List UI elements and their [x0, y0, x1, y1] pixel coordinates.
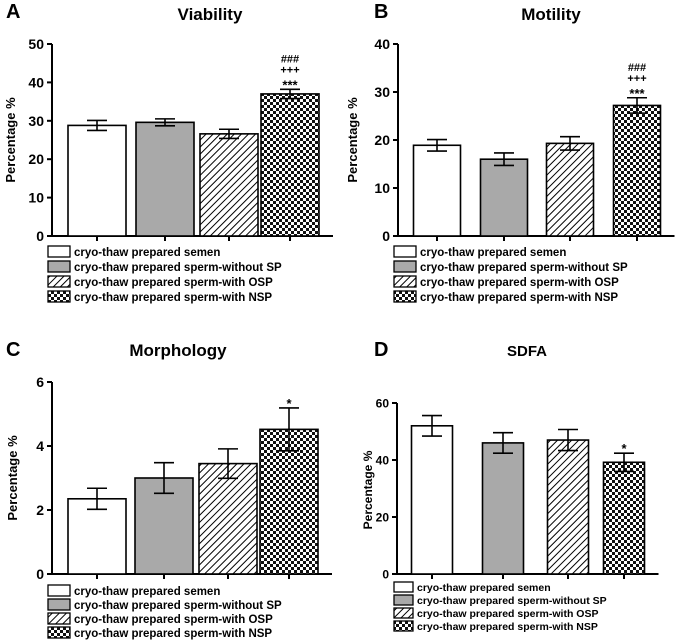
y-tick-label: 20	[28, 151, 44, 167]
legend-swatch	[47, 290, 71, 303]
y-tick-label: 2	[36, 502, 44, 518]
bar	[198, 462, 258, 575]
bar	[410, 424, 454, 575]
legend-label: cryo-thaw prepared sperm-with OSP	[74, 277, 273, 289]
y-axis-label: Percentage %	[345, 97, 360, 183]
legend-label: cryo-thaw prepared sperm-with OSP	[74, 614, 273, 626]
bar	[545, 142, 595, 237]
significance-label: ***	[282, 77, 298, 92]
y-tick-label: 0	[36, 228, 44, 244]
panel-c: C Morphology Percentage % 0 2 4 6 * cryo-tha…	[5, 339, 332, 640]
legend-label: cryo-thaw prepared sperm-without SP	[417, 595, 607, 607]
panel-letter: B	[374, 1, 388, 23]
legend-label: cryo-thaw prepared sperm-with NSP	[74, 628, 272, 640]
legend-label: cryo-thaw prepared sperm-without SP	[74, 262, 282, 274]
y-tick-label: 40	[28, 74, 44, 90]
panel-d: D SDFA Percentage % 0 20 40 60 * cryo-thaw p…	[361, 339, 659, 633]
legend-swatch	[47, 626, 71, 639]
chart-title: Motility	[521, 5, 581, 24]
significance-label: +++	[280, 64, 299, 76]
legend-label: cryo-thaw prepared sperm-with NSP	[74, 292, 272, 304]
legend-label: cryo-thaw prepared sperm-without SP	[74, 600, 282, 612]
legend-swatch	[47, 612, 71, 625]
chart-title: Viability	[178, 5, 243, 24]
legend-label: cryo-thaw prepared sperm-without SP	[420, 262, 628, 274]
legend-swatch	[393, 620, 414, 632]
legend-swatch	[47, 584, 71, 597]
significance-label: ***	[629, 86, 645, 101]
y-tick-label: 40	[376, 453, 390, 467]
y-tick-label: 6	[36, 374, 44, 390]
legend-label: cryo-thaw prepared semen	[417, 582, 551, 594]
y-tick-label: 60	[376, 396, 390, 410]
bar	[612, 104, 662, 237]
bar	[481, 442, 525, 575]
y-tick-label: 30	[28, 113, 44, 129]
bar	[67, 497, 127, 575]
legend-swatch	[47, 260, 71, 273]
y-tick-label: 10	[374, 180, 390, 196]
legend-swatch	[393, 290, 417, 303]
legend-label: cryo-thaw prepared semen	[420, 247, 566, 259]
legend-swatch	[393, 275, 417, 288]
panel-letter: D	[374, 339, 388, 361]
legend-swatch	[393, 607, 414, 619]
y-tick-label: 20	[376, 510, 390, 524]
y-tick-label: 10	[28, 190, 44, 206]
y-tick-label: 40	[374, 36, 390, 52]
bar	[199, 133, 259, 237]
significance-label: *	[621, 441, 627, 456]
legend-swatch	[47, 275, 71, 288]
y-tick-label: 30	[374, 84, 390, 100]
bar	[602, 461, 646, 575]
legend-label: cryo-thaw prepared sperm-with OSP	[417, 608, 598, 620]
significance-label: +++	[627, 73, 646, 85]
bar	[260, 93, 320, 237]
panel-letter: A	[6, 1, 20, 23]
legend-swatch	[47, 598, 71, 611]
legend-swatch	[393, 245, 417, 258]
legend-label: cryo-thaw prepared semen	[74, 586, 220, 598]
bar	[412, 144, 462, 237]
y-tick-label: 4	[36, 438, 44, 454]
legend-label: cryo-thaw prepared sperm-with NSP	[417, 621, 598, 633]
panel-letter: C	[6, 339, 20, 361]
y-tick-label: 20	[374, 132, 390, 148]
significance-label: ###	[281, 53, 299, 65]
bar	[135, 121, 195, 237]
y-tick-label: 0	[382, 228, 390, 244]
y-axis-label: Percentage %	[3, 97, 18, 183]
legend-swatch	[393, 581, 414, 593]
y-tick-label: 50	[28, 36, 44, 52]
bar	[259, 428, 319, 575]
panel-b: B Motility Percentage % 0 10 20 30 40 ###+++*…	[345, 1, 675, 304]
y-axis-label: Percentage %	[361, 450, 375, 529]
bar	[479, 158, 529, 237]
legend-swatch	[393, 594, 414, 606]
panel-a: A Viability Percentage % 0 10 20 30 40 50 ###+…	[3, 1, 333, 304]
chart-title: Morphology	[129, 341, 227, 360]
chart-title: SDFA	[507, 343, 547, 360]
legend-label: cryo-thaw prepared sperm-with NSP	[420, 292, 618, 304]
y-tick-label: 0	[382, 567, 389, 581]
significance-label: *	[286, 396, 292, 411]
significance-label: ###	[628, 62, 646, 74]
legend-label: cryo-thaw prepared sperm-with OSP	[420, 277, 619, 289]
y-axis-label: Percentage %	[5, 435, 20, 521]
bar	[67, 124, 127, 237]
y-tick-label: 0	[36, 566, 44, 582]
legend-swatch	[393, 260, 417, 273]
legend-swatch	[47, 245, 71, 258]
legend-label: cryo-thaw prepared semen	[74, 247, 220, 259]
bar	[546, 439, 590, 575]
